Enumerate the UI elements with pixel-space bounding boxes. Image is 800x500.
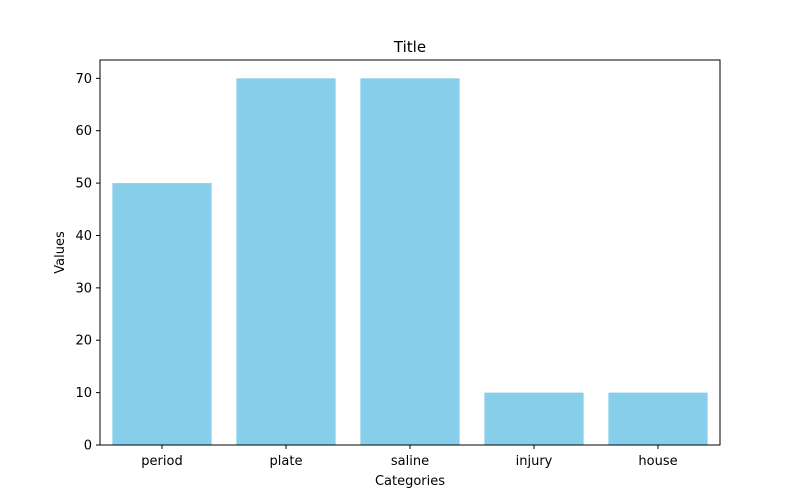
y-tick-label-30: 30 [75, 281, 92, 296]
y-axis: 0 10 20 30 40 50 60 70 [75, 72, 100, 454]
chart-title: Title [393, 38, 426, 56]
x-tick-label-plate: plate [270, 454, 303, 469]
y-tick-label-0: 0 [84, 439, 92, 454]
y-tick-label-40: 40 [75, 229, 92, 244]
x-axis-title: Categories [375, 474, 445, 489]
x-tick-label-saline: saline [391, 454, 429, 469]
bar-plate [236, 78, 336, 445]
bar-saline [360, 78, 460, 445]
bar-period [112, 183, 212, 445]
bars-group [112, 78, 708, 445]
x-axis: period plate saline injury house [141, 445, 678, 469]
bar-injury [484, 392, 584, 445]
y-tick-label-70: 70 [75, 72, 92, 87]
x-tick-label-house: house [638, 454, 677, 469]
x-tick-label-period: period [141, 454, 182, 469]
y-tick-label-10: 10 [75, 386, 92, 401]
y-tick-label-20: 20 [75, 334, 92, 349]
y-axis-title: Values [53, 231, 68, 274]
bar-house [608, 392, 708, 445]
y-tick-label-60: 60 [75, 124, 92, 139]
x-tick-label-injury: injury [516, 454, 553, 469]
y-tick-label-50: 50 [75, 177, 92, 192]
